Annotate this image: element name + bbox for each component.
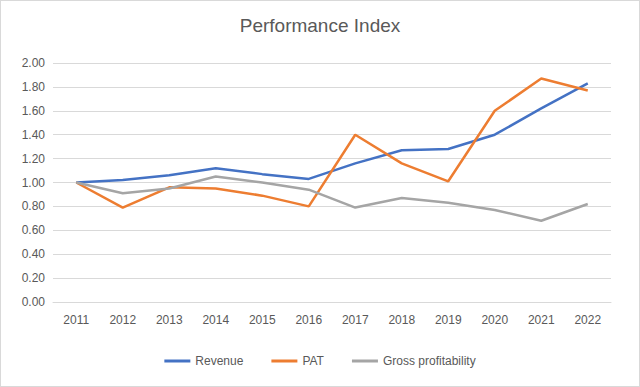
- svg-text:0.60: 0.60: [22, 223, 46, 237]
- svg-text:2015: 2015: [249, 313, 276, 327]
- svg-text:0.80: 0.80: [22, 199, 46, 213]
- svg-text:0.40: 0.40: [22, 247, 46, 261]
- svg-text:2013: 2013: [156, 313, 183, 327]
- svg-text:1.20: 1.20: [22, 152, 46, 166]
- svg-text:2.00: 2.00: [22, 56, 46, 70]
- svg-text:2021: 2021: [528, 313, 555, 327]
- svg-text:1.60: 1.60: [22, 104, 46, 118]
- svg-text:2014: 2014: [202, 313, 229, 327]
- svg-text:2019: 2019: [435, 313, 462, 327]
- svg-text:2020: 2020: [481, 313, 508, 327]
- svg-text:2012: 2012: [109, 313, 136, 327]
- svg-text:1.80: 1.80: [22, 80, 46, 94]
- svg-text:Revenue: Revenue: [195, 354, 243, 368]
- svg-text:0.00: 0.00: [22, 295, 46, 309]
- svg-text:1.00: 1.00: [22, 176, 46, 190]
- svg-text:1.40: 1.40: [22, 128, 46, 142]
- svg-text:2016: 2016: [295, 313, 322, 327]
- svg-text:Performance Index: Performance Index: [240, 15, 401, 36]
- svg-text:0.20: 0.20: [22, 271, 46, 285]
- svg-text:2018: 2018: [388, 313, 415, 327]
- svg-text:PAT: PAT: [302, 354, 324, 368]
- svg-text:2017: 2017: [342, 313, 369, 327]
- svg-text:2011: 2011: [63, 313, 89, 327]
- svg-text:2022: 2022: [574, 313, 601, 327]
- svg-text:Gross profitability: Gross profitability: [383, 354, 476, 368]
